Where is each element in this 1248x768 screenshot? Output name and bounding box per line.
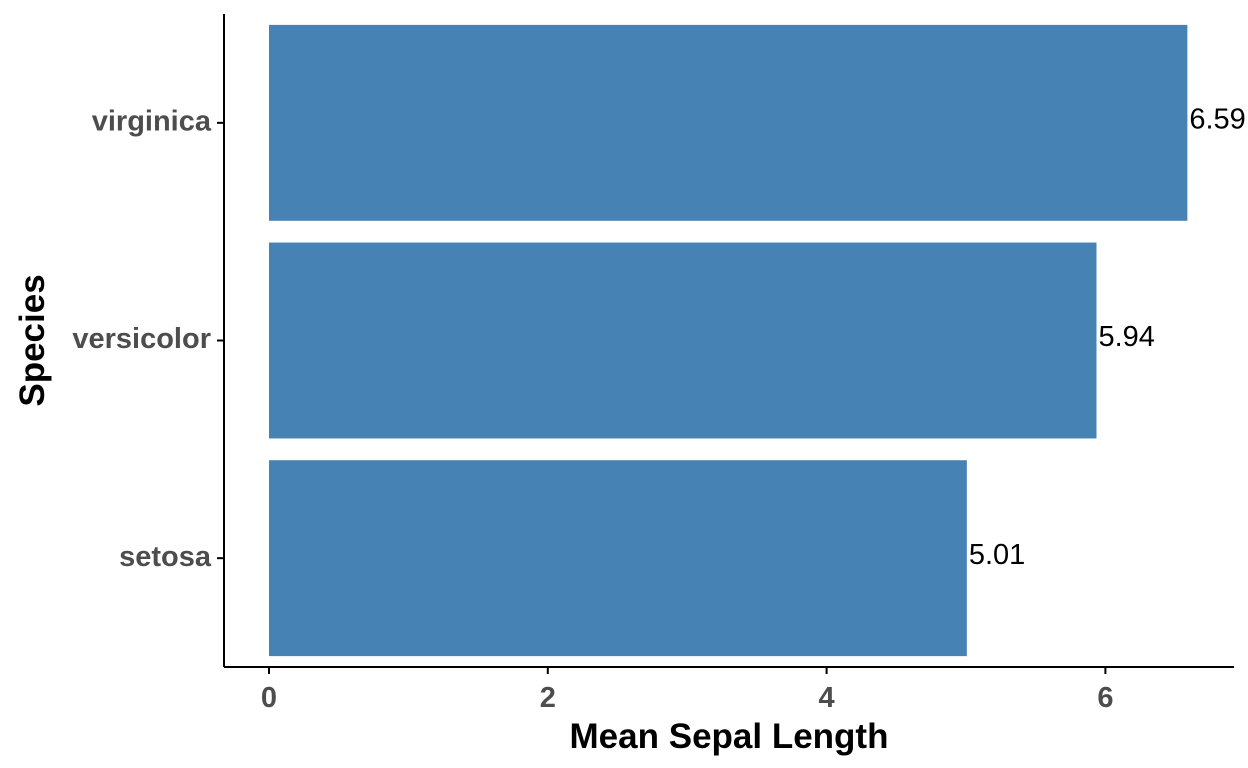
- x-tick-label: 6: [1097, 682, 1113, 714]
- x-tick-label: 4: [819, 682, 835, 714]
- x-tick-label: 0: [261, 682, 277, 714]
- x-axis-title: Mean Sepal Length: [570, 717, 889, 756]
- data-label-versicolor: 5.94: [1098, 321, 1154, 353]
- bar-virginica: [269, 24, 1188, 221]
- bar-setosa: [269, 460, 967, 657]
- axes-group: 0 2 4 6 setosa versicolor virginica: [72, 14, 1234, 714]
- bar-versicolor: [269, 242, 1097, 439]
- y-tick-label-versicolor: versicolor: [72, 323, 211, 355]
- y-tick-label-virginica: virginica: [92, 105, 212, 137]
- data-labels-group: 5.01 5.94 6.59: [969, 103, 1246, 570]
- data-label-setosa: 5.01: [969, 539, 1025, 571]
- data-label-virginica: 6.59: [1189, 103, 1245, 135]
- x-tick-label: 2: [540, 682, 556, 714]
- bars-group: [269, 24, 1188, 657]
- y-tick-label-setosa: setosa: [119, 541, 212, 573]
- y-axis-title: Species: [13, 274, 52, 406]
